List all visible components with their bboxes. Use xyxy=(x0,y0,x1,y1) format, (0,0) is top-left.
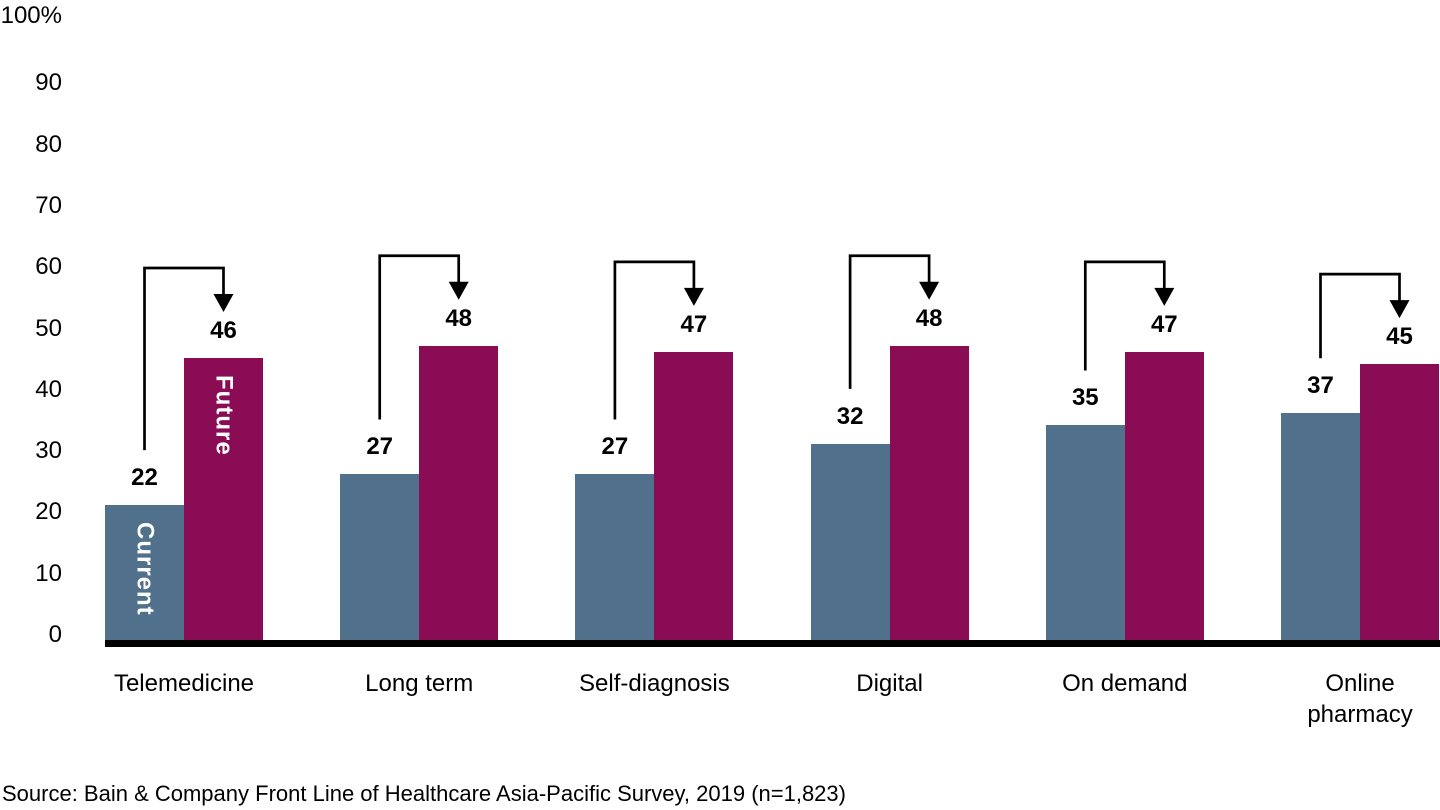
value-label-future-digital: 48 xyxy=(915,304,943,332)
arrowhead-icon xyxy=(448,281,469,300)
y-tick-label-80: 80 xyxy=(35,130,62,158)
value-label-current-online-pharmacy: 37 xyxy=(1307,372,1334,400)
y-tick-label-30: 30 xyxy=(35,437,62,465)
category-label-online-pharmacy: Online pharmacy xyxy=(1307,670,1413,728)
bar-future-on-demand xyxy=(1124,351,1204,640)
series-label-future: Future xyxy=(184,358,263,640)
y-tick-label-50: 50 xyxy=(35,314,62,342)
value-label-current-self-diagnosis: 27 xyxy=(601,433,629,461)
series-label-current: Current xyxy=(105,505,184,640)
arrowhead-icon xyxy=(1154,287,1175,306)
category-label-on-demand: On demand xyxy=(1062,670,1188,697)
arrowhead-icon xyxy=(919,281,940,300)
y-tick-label-0: 0 xyxy=(48,621,62,648)
bar-current-on-demand xyxy=(1045,425,1125,640)
arrowhead-icon xyxy=(213,294,234,313)
category-label-long-term: Long term xyxy=(365,670,474,697)
category-label-telemedicine: Telemedicine xyxy=(113,670,255,697)
x-axis-line xyxy=(105,640,1440,647)
bar-future-online-pharmacy xyxy=(1360,364,1439,640)
source-note: Source: Bain & Company Front Line of Hea… xyxy=(2,781,846,806)
bar-future-digital xyxy=(889,345,969,640)
y-tick-label-40: 40 xyxy=(35,375,62,403)
bar-current-digital xyxy=(810,443,890,640)
value-label-current-on-demand: 35 xyxy=(1071,384,1099,412)
y-tick-label-100: 100% xyxy=(0,2,62,29)
y-tick-label-10: 10 xyxy=(35,559,62,587)
y-tick-label-90: 90 xyxy=(35,69,62,97)
value-label-future-long-term: 48 xyxy=(445,304,473,332)
value-label-future-self-diagnosis: 47 xyxy=(680,310,708,338)
series-label-text: Current xyxy=(131,522,159,616)
bar-future-long-term xyxy=(419,345,499,640)
y-tick-label-60: 60 xyxy=(35,253,62,281)
value-label-future-telemedicine: 46 xyxy=(210,317,237,345)
bar-current-telemedicine xyxy=(105,505,184,640)
value-label-current-long-term: 27 xyxy=(366,433,394,461)
value-label-current-telemedicine: 22 xyxy=(131,464,158,492)
bar-current-long-term xyxy=(340,474,420,640)
category-label-digital: Digital xyxy=(856,670,923,697)
bar-current-online-pharmacy xyxy=(1281,413,1360,640)
bar-future-self-diagnosis xyxy=(654,351,734,640)
value-label-future-online-pharmacy: 45 xyxy=(1386,323,1413,351)
value-label-current-digital: 32 xyxy=(836,402,864,430)
bar-current-self-diagnosis xyxy=(575,474,655,640)
series-label-text: Future xyxy=(210,375,238,456)
y-tick-label-20: 20 xyxy=(35,498,62,526)
arrowhead-icon xyxy=(1389,300,1410,319)
value-label-future-on-demand: 47 xyxy=(1150,310,1178,338)
arrowhead-icon xyxy=(683,287,704,306)
category-label-self-diagnosis: Self-diagnosis xyxy=(579,670,730,697)
y-tick-label-70: 70 xyxy=(35,191,62,219)
